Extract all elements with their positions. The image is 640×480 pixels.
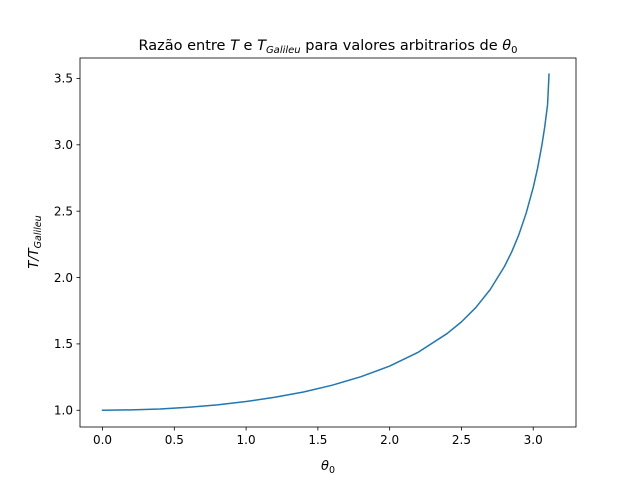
x-tick-label: 0.5 [165, 433, 184, 447]
chart-title: Razão entre T e TGalileu para valores ar… [138, 38, 517, 56]
title-symbol-theta: θ [502, 38, 511, 54]
y-axis-label-subscript: Galileu [33, 215, 44, 248]
plot-frame [79, 57, 577, 428]
y-tick-label: 3.0 [54, 138, 73, 152]
title-subscript-galileu: Galileu [266, 45, 301, 56]
title-part-6: para valores arbitrarios de [301, 38, 503, 54]
y-tick-label: 2.0 [54, 271, 73, 285]
title-subscript-zero: 0 [511, 45, 517, 56]
title-symbol-t-galileu: T [257, 38, 267, 54]
x-tick-label: 1.5 [308, 433, 327, 447]
y-tick-label: 1.0 [54, 404, 73, 418]
y-tick-label: 3.5 [54, 72, 73, 86]
y-tick-label: 2.5 [54, 204, 73, 218]
series-line [101, 73, 550, 412]
x-axis-label-main: θ [321, 459, 329, 474]
x-axis-ticks: 0.0 0.5 1.0 1.5 2.0 2.5 3.0 [93, 427, 543, 447]
x-axis-label-subscript: 0 [329, 465, 335, 476]
y-tick-label: 1.5 [54, 337, 73, 351]
x-tick-label: 3.0 [524, 433, 543, 447]
x-tick-label: 2.5 [452, 433, 471, 447]
x-axis-label: θ0 [321, 459, 335, 476]
title-symbol-t: T [230, 38, 240, 54]
x-tick-label: 1.0 [237, 433, 256, 447]
title-part-3: e [239, 38, 257, 54]
title-part-1: Razão entre [138, 38, 230, 54]
x-tick-label: 2.0 [380, 433, 399, 447]
x-tick-label: 0.0 [93, 433, 112, 447]
y-axis-label: T/TGalileu [27, 215, 44, 268]
y-axis-label-main: T/T [27, 247, 42, 268]
y-axis-ticks: 1.0 1.5 2.0 2.5 3.0 3.5 [54, 72, 80, 418]
